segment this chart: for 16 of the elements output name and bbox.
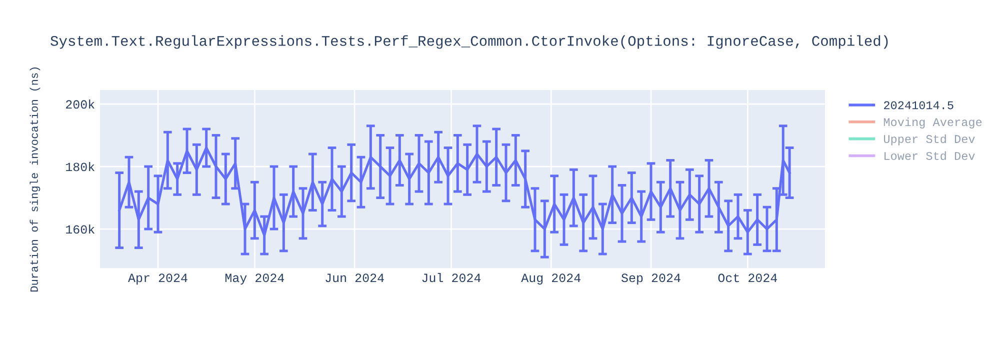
x-tick-label: May 2024 <box>225 274 284 285</box>
legend-label: Moving Average <box>884 117 982 128</box>
legend-label: Lower Std Dev <box>884 151 975 160</box>
x-tick-label: Aug 2024 <box>521 274 580 285</box>
x-tick-label: Jul 2024 <box>422 272 481 282</box>
legend-label: 20241014.5 <box>884 101 954 110</box>
y-tick-label: 180k <box>66 162 94 172</box>
legend-label: Upper Std Dev <box>884 134 975 146</box>
y-tick-label: 160k <box>66 224 94 234</box>
x-tick-label: Jun 2024 <box>326 274 384 282</box>
x-tick-label: Sep 2024 <box>621 274 680 285</box>
y-axis-title: Duration of single invocation (ns) <box>30 68 40 292</box>
x-tick-label: Apr 2024 <box>128 274 188 285</box>
chart-title: System.Text.RegularExpressions.Tests.Perf_Regex_Common.CtorInvoke(Options: IgnoreCase, Compiled) <box>50 35 888 49</box>
x-tick-label: Oct 2024 <box>718 274 778 282</box>
y-tick-label: 200k <box>66 99 94 109</box>
